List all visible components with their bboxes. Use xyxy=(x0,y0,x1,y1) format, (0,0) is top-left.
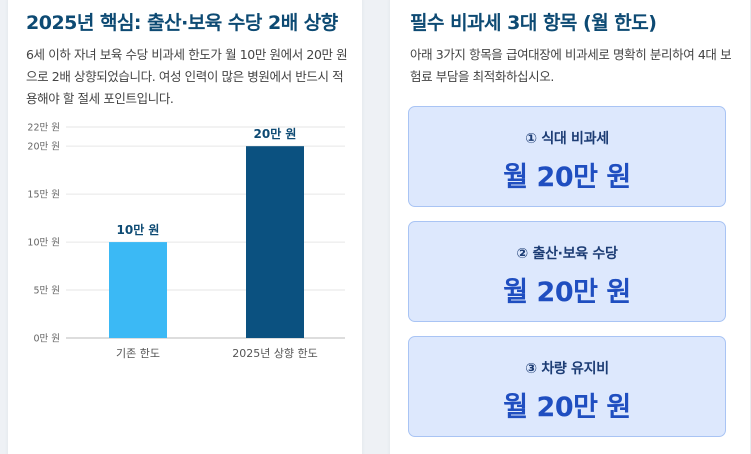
y-tick-label: 5만 원 xyxy=(33,286,60,297)
bar xyxy=(109,242,167,338)
data-label: 20만 원 xyxy=(254,126,297,141)
left-title: 2025년 핵심: 출산·보육 수당 2배 상향 xyxy=(26,12,338,34)
right-card: 필수 비과세 3대 항목 (월 한도) 아래 3가지 항목을 급여대장에 비과세… xyxy=(390,0,750,454)
item-value: 월 20만 원 xyxy=(503,277,631,308)
item-label: ② 출산·보육 수당 xyxy=(516,246,618,262)
item-box-meal: ① 식대 비과세 월 20만 원 xyxy=(408,106,726,207)
bar xyxy=(246,146,304,338)
y-tick-label: 22만 원 xyxy=(27,123,60,134)
y-tick-label: 20만 원 xyxy=(27,142,60,153)
item-box-vehicle: ③ 차량 유지비 월 20만 원 xyxy=(408,336,726,437)
x-tick-label: 기존 한도 xyxy=(116,347,160,360)
y-tick-label: 0만 원 xyxy=(33,334,60,345)
right-description: 아래 3가지 항목을 급여대장에 비과세로 명확히 분리하여 4대 보험료 부담… xyxy=(410,47,732,84)
right-title: 필수 비과세 3대 항목 (월 한도) xyxy=(410,12,657,34)
item-label: ① 식대 비과세 xyxy=(525,131,609,147)
item-box-childcare: ② 출산·보육 수당 월 20만 원 xyxy=(408,221,726,322)
data-label: 10만 원 xyxy=(117,222,160,237)
left-description: 6세 이하 자녀 보육 수당 비과세 한도가 월 10만 원에서 20만 원으로… xyxy=(26,47,348,106)
y-tick-label: 15만 원 xyxy=(27,190,60,201)
item-value: 월 20만 원 xyxy=(503,162,631,193)
item-label: ③ 차량 유지비 xyxy=(525,361,609,377)
y-tick-label: 10만 원 xyxy=(27,238,60,249)
item-value: 월 20만 원 xyxy=(503,392,631,423)
x-tick-label: 2025년 상향 한도 xyxy=(232,347,318,360)
